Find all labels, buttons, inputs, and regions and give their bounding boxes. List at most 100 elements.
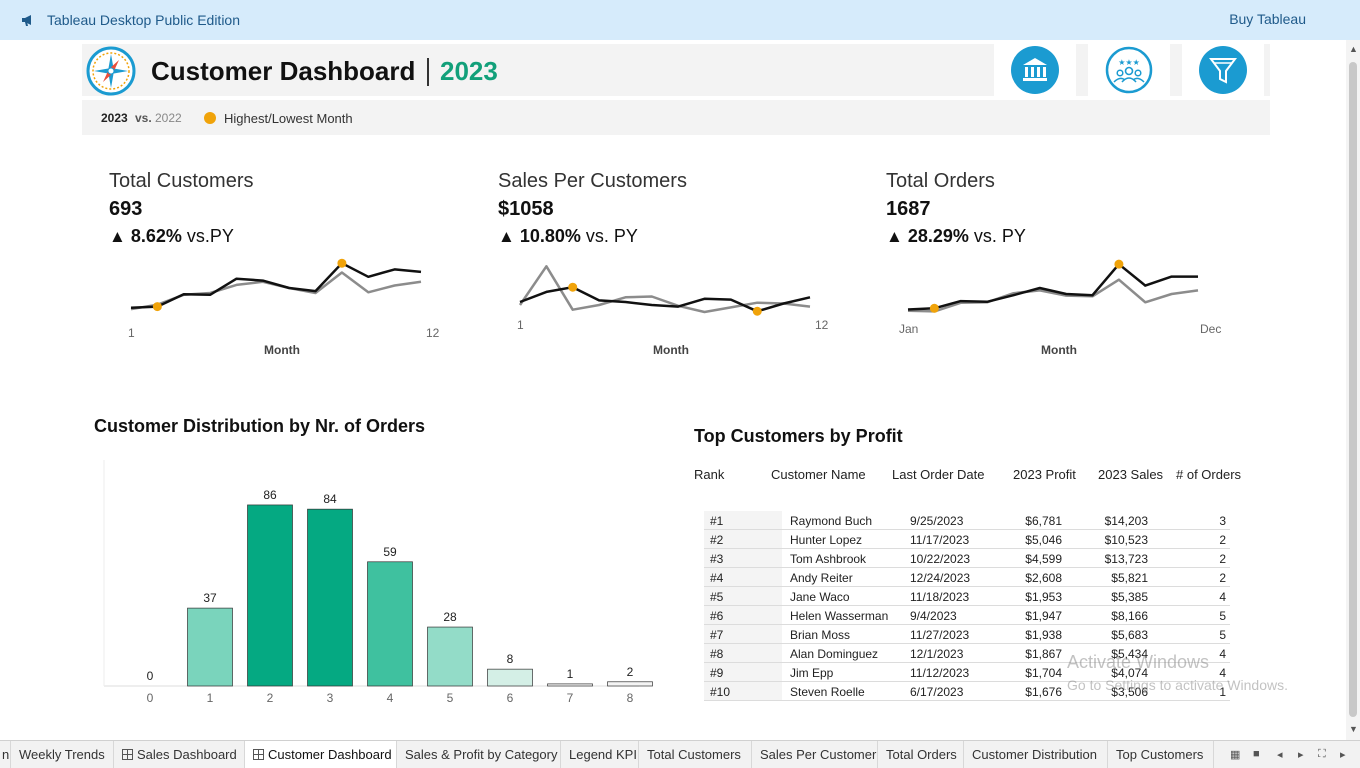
- column-header-orders[interactable]: # of Orders: [1176, 467, 1242, 482]
- table-row[interactable]: #1 Raymond Buch 9/25/2023 $6,781 $14,203 3: [704, 511, 1230, 530]
- tab-top-customers[interactable]: Top Customers: [1108, 741, 1214, 768]
- table-row[interactable]: #4 Andy Reiter 12/24/2023 $2,608 $5,821 2: [704, 568, 1230, 587]
- kpi-sparkline[interactable]: [498, 253, 811, 328]
- customer-name-cell: Raymond Buch: [790, 514, 873, 528]
- orders-cell: 2: [1219, 571, 1226, 585]
- x-tick-label: 2: [267, 691, 274, 705]
- dashboard-header: Customer Dashboard 2023 ★★★: [82, 44, 1270, 96]
- buy-tableau-link[interactable]: Buy Tableau: [1229, 11, 1306, 27]
- table-row[interactable]: #7 Brian Moss 11/27/2023 $1,938 $5,683 5: [704, 625, 1230, 644]
- customer-name-cell: Brian Moss: [790, 628, 851, 642]
- column-header-sales[interactable]: 2023 Sales: [1098, 467, 1164, 482]
- last-sheet-icon[interactable]: ▸: [1340, 749, 1346, 761]
- table-row[interactable]: #3 Tom Ashbrook 10/22/2023 $4,599 $13,723 2: [704, 549, 1230, 568]
- profit-cell: $2,608: [1025, 571, 1062, 585]
- legend-previous-year: 2022: [155, 111, 182, 125]
- column-header-last-order-date[interactable]: Last Order Date: [892, 467, 985, 482]
- rank-cell: #6: [710, 609, 724, 623]
- customers-button[interactable]: ★★★: [1088, 44, 1170, 96]
- last-order-date-cell: 12/1/2023: [910, 647, 964, 661]
- bar[interactable]: [607, 681, 653, 687]
- page-year: 2023: [440, 56, 498, 86]
- last-order-date-cell: 12/24/2023: [910, 571, 971, 585]
- x-tick-label: 6: [507, 691, 514, 705]
- table-row[interactable]: #8 Alan Dominguez 12/1/2023 $1,867 $5,434 4: [704, 644, 1230, 663]
- tab-n[interactable]: n: [0, 741, 11, 768]
- tab-sales-per-customer[interactable]: Sales Per Customer: [752, 741, 878, 768]
- bar[interactable]: [547, 683, 593, 687]
- bar[interactable]: [247, 504, 293, 687]
- fullscreen-icon[interactable]: ⛶: [1318, 748, 1326, 760]
- kpi-sparkline[interactable]: [109, 253, 422, 328]
- highest-month-marker[interactable]: [1114, 259, 1124, 269]
- previous-year-line[interactable]: [518, 265, 811, 314]
- kpi-title: Total Customers: [109, 170, 254, 192]
- lowest-month-marker[interactable]: [752, 306, 762, 316]
- tab-total-customers[interactable]: Total Customers: [639, 741, 752, 768]
- scroll-up-icon[interactable]: ▲: [1349, 44, 1358, 54]
- app-title: Tableau Desktop Public Edition: [47, 12, 241, 28]
- previous-year-line[interactable]: [907, 278, 1199, 313]
- tab-sales-profit-by-category[interactable]: Sales & Profit by Category: [397, 741, 561, 768]
- rank-cell-bg: [704, 587, 782, 605]
- next-sheet-icon[interactable]: ▸: [1298, 749, 1304, 761]
- bar-value-label: 0: [147, 669, 154, 683]
- up-arrow-icon: ▲: [498, 227, 515, 246]
- bar-value-label: 86: [263, 488, 277, 502]
- lowest-month-marker[interactable]: [929, 303, 939, 313]
- sales-cell: $13,723: [1104, 552, 1148, 566]
- highest-month-marker[interactable]: [337, 258, 347, 268]
- table-row[interactable]: #2 Hunter Lopez 11/17/2023 $5,046 $10,523 2: [704, 530, 1230, 549]
- kpi-change: ▲ 8.62% vs.PY: [109, 226, 234, 247]
- vertical-scrollbar[interactable]: ▲ ▼: [1346, 40, 1360, 740]
- filter-button[interactable]: [1182, 44, 1264, 96]
- current-year-line[interactable]: [130, 261, 422, 310]
- bar[interactable]: [367, 561, 413, 687]
- scroll-down-icon[interactable]: ▼: [1349, 724, 1358, 734]
- table-row[interactable]: #5 Jane Waco 11/18/2023 $1,953 $5,385 4: [704, 587, 1230, 606]
- orders-cell: 1: [1219, 685, 1226, 699]
- grid-view-icon[interactable]: ▦: [1230, 749, 1241, 761]
- rank-cell: #1: [710, 514, 724, 528]
- previous-year-line[interactable]: [130, 271, 422, 311]
- last-order-date-cell: 9/4/2023: [910, 609, 957, 623]
- current-year-line[interactable]: [907, 262, 1198, 311]
- highest-month-marker[interactable]: [568, 282, 578, 292]
- tab-sales-dashboard[interactable]: Sales Dashboard: [114, 741, 245, 768]
- x-tick-label: 8: [627, 691, 634, 705]
- bank-button[interactable]: [994, 44, 1076, 96]
- rank-cell-bg: [704, 663, 782, 681]
- table-row[interactable]: #9 Jim Epp 11/12/2023 $1,704 $4,074 4: [704, 663, 1230, 682]
- table-row[interactable]: #10 Steven Roelle 6/17/2023 $1,676 $3,506 1: [704, 682, 1230, 701]
- column-header-profit[interactable]: 2023 Profit: [1013, 467, 1076, 482]
- bar[interactable]: [487, 668, 533, 687]
- up-arrow-icon: ▲: [109, 227, 126, 246]
- profit-cell: $6,781: [1025, 514, 1062, 528]
- customers-icon: ★★★: [1105, 46, 1153, 94]
- tab-customer-dashboard[interactable]: Customer Dashboard: [245, 741, 397, 768]
- bar[interactable]: [427, 626, 473, 687]
- bar[interactable]: [187, 607, 233, 687]
- column-header-rank[interactable]: Rank: [694, 467, 725, 482]
- bar[interactable]: [307, 508, 353, 687]
- customer-name-cell: Jim Epp: [790, 666, 834, 680]
- profit-cell: $1,938: [1025, 628, 1062, 642]
- lowest-month-marker[interactable]: [152, 302, 162, 312]
- tab-weekly-trends[interactable]: Weekly Trends: [11, 741, 114, 768]
- tab-legend-kpi[interactable]: Legend KPI: [561, 741, 639, 768]
- filmstrip-view-icon[interactable]: ■: [1253, 748, 1260, 760]
- kpi-change-pct: 10.80%: [519, 226, 581, 246]
- tab-customer-distribution[interactable]: Customer Distribution: [964, 741, 1108, 768]
- bar-value-label: 37: [203, 591, 217, 605]
- kpi-sparkline[interactable]: [886, 253, 1199, 328]
- current-year-line[interactable]: [519, 285, 811, 313]
- title-separator: [427, 58, 429, 86]
- tab-label: Sales & Profit by Category: [405, 747, 558, 762]
- scrollbar-thumb[interactable]: [1349, 62, 1357, 717]
- tab-total-orders[interactable]: Total Orders: [878, 741, 964, 768]
- first-sheet-icon[interactable]: ◂: [1277, 749, 1283, 761]
- bar-value-label: 59: [383, 545, 397, 559]
- column-header-customer-name[interactable]: Customer Name: [771, 467, 866, 482]
- table-row[interactable]: #6 Helen Wasserman 9/4/2023 $1,947 $8,166 5: [704, 606, 1230, 625]
